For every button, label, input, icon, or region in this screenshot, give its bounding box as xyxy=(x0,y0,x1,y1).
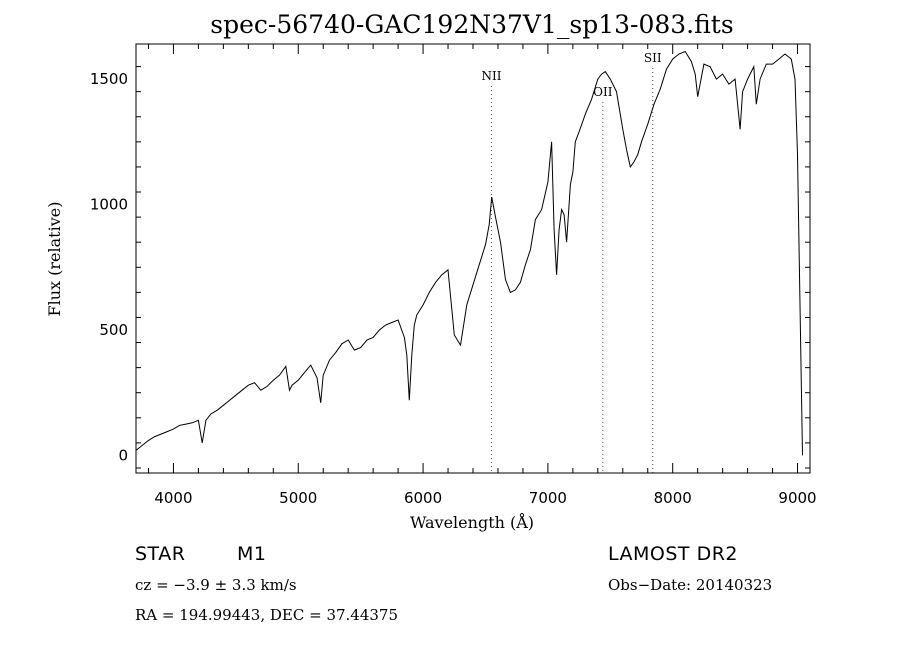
y-tick-label: 500 xyxy=(99,321,128,339)
x-axis: 4000 5000 6000 7000 8000 9000 xyxy=(147,44,817,507)
y-tick-label: 1500 xyxy=(90,70,128,88)
line-label-sii: SII xyxy=(644,51,662,65)
spectrum-line-0 xyxy=(135,50,803,456)
line-label-oii: OII xyxy=(593,85,613,99)
x-tick-label: 5000 xyxy=(279,489,317,507)
x-tick-label: 4000 xyxy=(154,489,192,507)
x-tick-label: 6000 xyxy=(404,489,442,507)
x-tick-label: 8000 xyxy=(654,489,692,507)
y-axis-label: Flux (relative) xyxy=(45,202,64,317)
sky-coordinates: RA = 194.99443, DEC = 37.44375 xyxy=(135,606,398,624)
observation-date: Obs−Date: 20140323 xyxy=(608,576,772,594)
object-type: STAR xyxy=(135,543,185,565)
x-axis-label: Wavelength (Å) xyxy=(410,512,534,532)
object-subclass: M1 xyxy=(237,543,266,565)
series-layer xyxy=(135,50,803,456)
footer-info: STAR M1 LAMOST DR2 cz = −3.9 ± 3.3 km/s … xyxy=(135,543,772,624)
emission-line-markers: NII OII SII xyxy=(481,51,662,473)
y-tick-label: 0 xyxy=(118,446,128,464)
y-axis: 0 500 1000 1500 xyxy=(90,66,810,469)
y-tick-label: 1000 xyxy=(90,196,128,214)
plot-frame xyxy=(135,43,811,474)
x-tick-label: 9000 xyxy=(778,489,816,507)
chart-title: spec-56740-GAC192N37V1_sp13-083.fits xyxy=(210,10,733,39)
line-label-nii: NII xyxy=(481,69,501,83)
redshift-velocity: cz = −3.9 ± 3.3 km/s xyxy=(135,576,297,594)
survey-name: LAMOST DR2 xyxy=(608,543,738,565)
x-tick-label: 7000 xyxy=(529,489,567,507)
